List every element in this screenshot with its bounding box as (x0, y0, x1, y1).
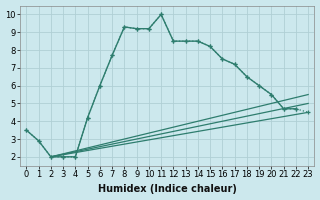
X-axis label: Humidex (Indice chaleur): Humidex (Indice chaleur) (98, 184, 237, 194)
